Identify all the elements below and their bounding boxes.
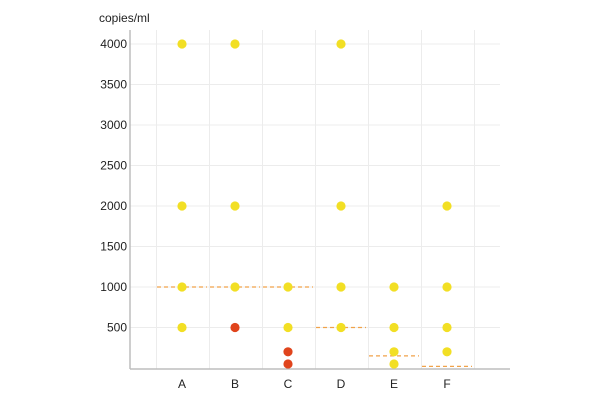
x-tick-label: D: [337, 377, 346, 391]
data-point-c[interactable]: [283, 322, 293, 333]
y-tick-label: 4000: [100, 37, 127, 51]
y-tick-label: 1500: [100, 240, 127, 254]
data-point-f[interactable]: [442, 282, 452, 292]
data-point-a[interactable]: [177, 39, 187, 49]
data-point-d[interactable]: [336, 201, 346, 211]
data-point-e[interactable]: [389, 359, 399, 369]
data-point-f[interactable]: [442, 347, 452, 357]
data-point-f[interactable]: [442, 322, 452, 333]
y-tick-label: 2000: [100, 199, 127, 213]
data-point-b[interactable]: [230, 39, 240, 49]
data-point-c[interactable]: [283, 282, 293, 292]
x-tick-label: A: [178, 377, 186, 391]
median-layer: [157, 286, 472, 367]
y-tick-label: 1000: [100, 280, 127, 294]
y-axis-title: copies/ml: [99, 11, 150, 25]
data-point-e[interactable]: [389, 347, 399, 357]
y-tick-label: 2500: [100, 159, 127, 173]
axis-layer: [129, 30, 510, 370]
data-point-e[interactable]: [389, 282, 399, 292]
y-tick-label: 500: [107, 321, 127, 335]
data-point-c[interactable]: [283, 347, 293, 357]
grid-layer: [130, 30, 500, 369]
data-point-a[interactable]: [177, 201, 187, 211]
data-point-f[interactable]: [442, 201, 452, 211]
data-point-e[interactable]: [389, 322, 399, 333]
x-tick-label: E: [390, 377, 398, 391]
data-point-a[interactable]: [177, 322, 187, 333]
data-point-a[interactable]: [177, 282, 187, 292]
x-tick-label: F: [443, 377, 450, 391]
y-tick-label: 3500: [100, 78, 127, 92]
data-point-b[interactable]: [230, 322, 240, 333]
data-point-b[interactable]: [230, 282, 240, 292]
x-tick-label: B: [231, 377, 239, 391]
x-tick-label: C: [284, 377, 293, 391]
data-point-d[interactable]: [336, 39, 346, 49]
data-point-c[interactable]: [283, 359, 293, 369]
label-layer: 500 1000 1500 2000 2500 3000 3500 4000 A B C D E F: [100, 37, 450, 391]
data-point-d[interactable]: [336, 322, 346, 333]
data-point-b[interactable]: [230, 201, 240, 211]
point-layer: [177, 39, 452, 369]
data-point-d[interactable]: [336, 282, 346, 292]
y-tick-label: 3000: [100, 118, 127, 132]
